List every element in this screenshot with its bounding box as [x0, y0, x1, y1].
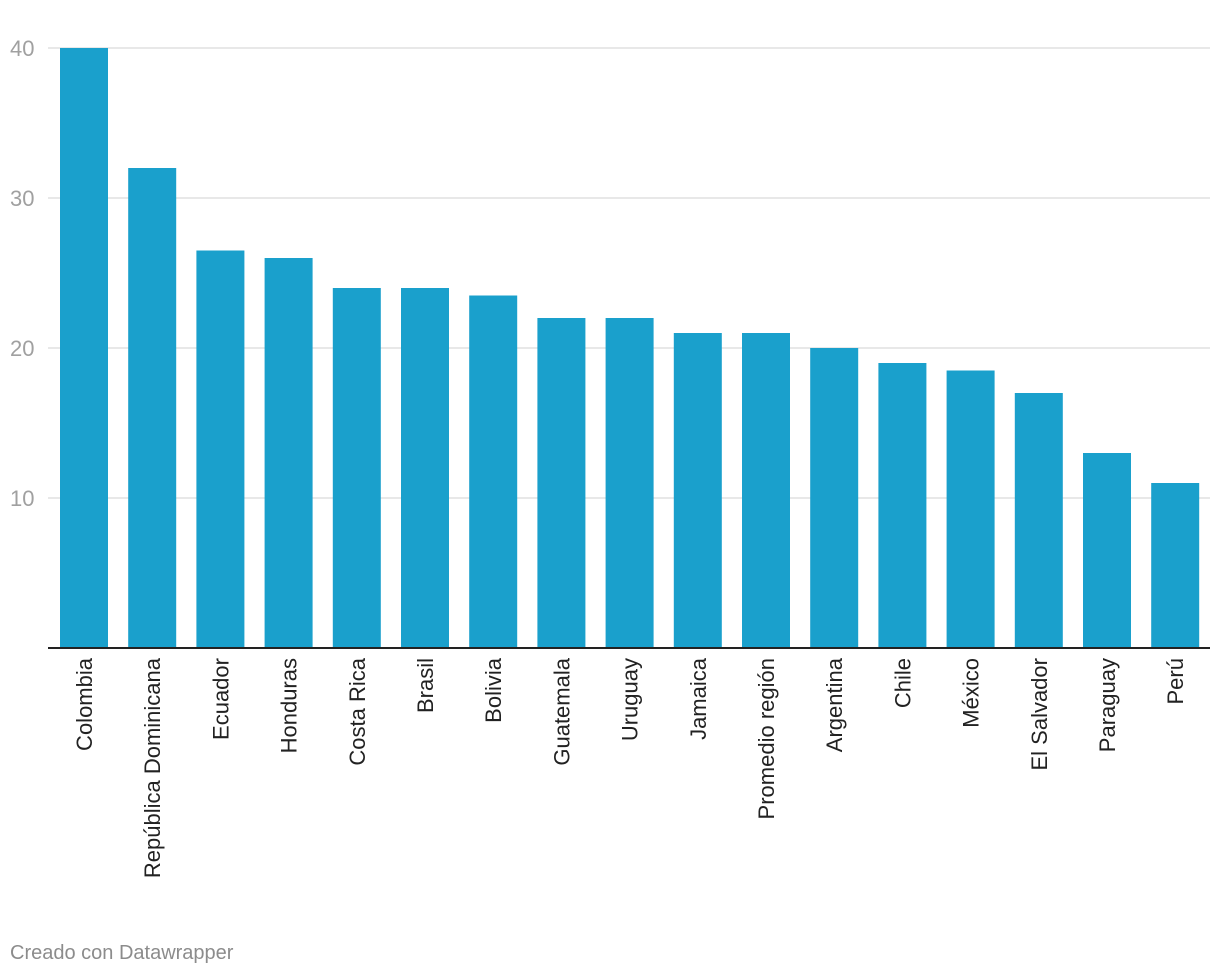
x-category-label: República Dominicana — [140, 657, 165, 878]
x-category-label: Guatemala — [549, 657, 574, 765]
bar-honduras — [264, 258, 313, 648]
x-category-label: México — [959, 658, 984, 728]
bar-el-salvador — [1014, 393, 1063, 648]
y-tick-label: 10 — [10, 486, 34, 511]
x-category-label: Ecuador — [208, 658, 233, 740]
x-category-label: Brasil — [413, 658, 438, 713]
bar-ecuador — [196, 250, 245, 648]
x-category-label: Promedio región — [754, 658, 779, 819]
y-tick-label: 20 — [10, 336, 34, 361]
axes: 10 20 30 40 — [10, 36, 1210, 649]
x-category-label: Uruguay — [618, 658, 643, 741]
category-labels: Colombia República Dominicana Ecuador Hondu… — [72, 657, 1188, 878]
y-tick-label: 40 — [10, 36, 34, 61]
x-category-label: Bolivia — [481, 657, 506, 723]
bar-argentina — [810, 348, 859, 648]
x-category-label: Argentina — [822, 657, 847, 752]
bar-jamaica — [673, 333, 722, 648]
bar-chile — [878, 363, 927, 648]
bar-promedio-región — [742, 333, 790, 648]
x-category-label: El Salvador — [1027, 658, 1052, 771]
x-category-label: Chile — [890, 658, 915, 708]
bar-república-dominicana — [128, 168, 177, 648]
bar-perú — [1151, 483, 1200, 648]
x-category-label: Paraguay — [1095, 658, 1120, 752]
y-tick-label: 30 — [10, 186, 34, 211]
bar-méxico — [946, 370, 995, 648]
x-category-label: Colombia — [72, 657, 97, 751]
x-category-label: Honduras — [277, 658, 302, 753]
x-category-label: Perú — [1163, 658, 1188, 704]
bar-colombia — [60, 48, 108, 648]
bars — [60, 48, 1200, 648]
bar-bolivia — [469, 295, 518, 648]
x-category-label: Jamaica — [686, 657, 711, 740]
bar-paraguay — [1083, 453, 1131, 648]
bar-costa-rica — [332, 288, 381, 648]
bar-chart: 10 20 30 40 Colombia República Dominicana Ecu… — [10, 36, 1210, 878]
bar-uruguay — [605, 318, 654, 648]
footer-credit: Creado con Datawrapper — [10, 942, 234, 964]
x-category-label: Costa Rica — [345, 657, 370, 765]
bar-brasil — [401, 288, 449, 648]
bar-guatemala — [537, 318, 586, 648]
